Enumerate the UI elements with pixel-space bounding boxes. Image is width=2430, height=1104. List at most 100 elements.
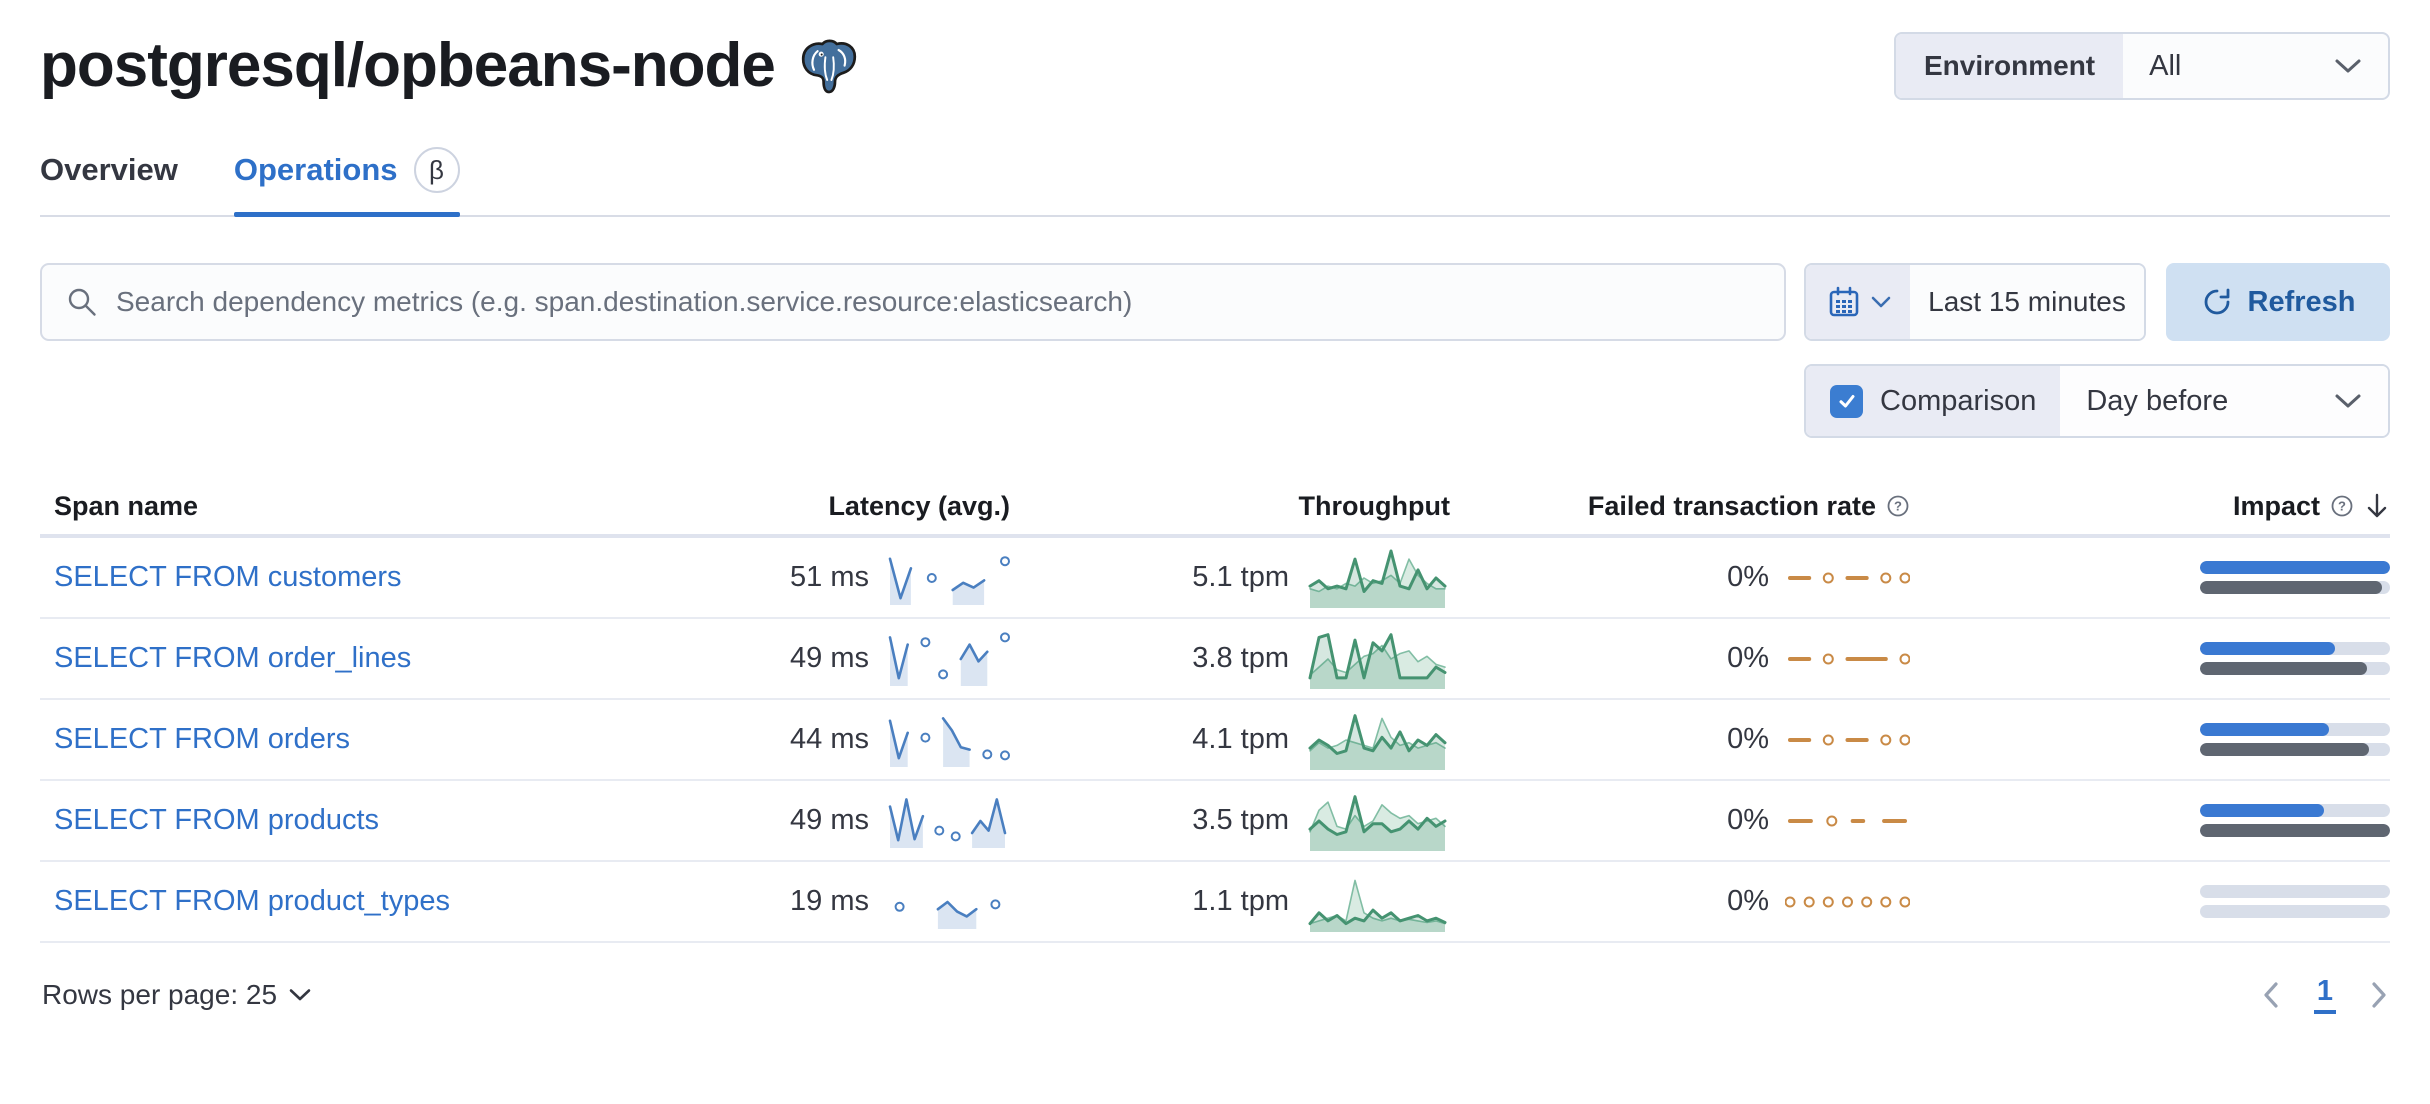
throughput-value: 3.5 tpm xyxy=(1192,804,1289,836)
table-header-row: Span name Latency (avg.) Throughput Fail… xyxy=(40,478,2390,538)
span-name-header-label: Span name xyxy=(54,490,199,521)
failed-rate-value: 0% xyxy=(1727,723,1769,755)
latency-value: 49 ms xyxy=(790,804,869,836)
throughput-sparkline xyxy=(1308,794,1447,851)
impact-cell xyxy=(1910,885,2390,918)
comparison-selected-option: Day before xyxy=(2086,384,2229,417)
table-row: SELECT FROM orders 44 ms 4.1 tpm 0% xyxy=(40,700,2390,781)
throughput-cell: 3.5 tpm xyxy=(1010,789,1450,853)
span-name-link[interactable]: SELECT FROM customers xyxy=(54,561,402,593)
page-number-1[interactable]: 1 xyxy=(2313,975,2336,1014)
table-row: SELECT FROM product_types 19 ms 1.1 tpm … xyxy=(40,862,2390,943)
failed-rate-cell: 0% xyxy=(1450,560,1910,596)
refresh-button-label: Refresh xyxy=(2247,285,2356,318)
comparison-checkbox[interactable] xyxy=(1830,384,1863,418)
throughput-value: 5.1 tpm xyxy=(1192,561,1289,593)
latency-value: 51 ms xyxy=(790,561,869,593)
failed-rate-cell: 0% xyxy=(1450,641,1910,677)
question-circle-icon: ? xyxy=(2331,495,2353,517)
impact-bar-current-track xyxy=(2200,885,2390,898)
chevron-right-icon xyxy=(2372,981,2386,1008)
span-name-link[interactable]: SELECT FROM order_lines xyxy=(54,642,412,674)
time-range-button[interactable]: Last 15 minutes xyxy=(1910,265,2144,339)
span-name-link[interactable]: SELECT FROM orders xyxy=(54,723,350,755)
impact-bars xyxy=(2200,723,2390,756)
failed-rate-sparkline xyxy=(1788,815,1907,826)
chevron-left-icon xyxy=(2264,981,2278,1008)
comparison-control: Comparison Day before xyxy=(1804,364,2390,438)
latency-value: 49 ms xyxy=(790,642,869,674)
column-header-span-name[interactable]: Span name xyxy=(40,491,690,522)
impact-bar-current-track xyxy=(2200,804,2390,817)
page-header: postgresql/opbeans-node Environment All xyxy=(40,30,2390,101)
failed-rate-cell: 0% xyxy=(1450,884,1910,920)
chevron-down-icon xyxy=(1871,296,1890,307)
refresh-button[interactable]: Refresh xyxy=(2166,263,2390,341)
column-header-latency[interactable]: Latency (avg.) xyxy=(690,491,1010,522)
question-circle-icon: ? xyxy=(1887,495,1909,517)
latency-cell: 49 ms xyxy=(690,630,1010,688)
throughput-value: 4.1 tpm xyxy=(1192,723,1289,755)
date-picker-quick-menu[interactable] xyxy=(1806,265,1910,339)
search-icon xyxy=(68,288,96,316)
latency-sparkline xyxy=(888,716,1010,767)
impact-header-label: Impact xyxy=(2232,490,2320,521)
span-name-link[interactable]: SELECT FROM product_types xyxy=(54,885,450,917)
comparison-toggle: Comparison xyxy=(1806,366,2061,436)
next-page-button[interactable] xyxy=(2370,981,2388,1009)
comparison-label: Comparison xyxy=(1880,384,2037,417)
environment-select[interactable]: Environment All xyxy=(1894,32,2390,100)
impact-bars xyxy=(2200,804,2390,837)
impact-bar-current-track xyxy=(2200,642,2390,655)
pagination: 1 xyxy=(2262,975,2388,1014)
impact-bar-current xyxy=(2200,804,2324,817)
environment-select-value[interactable]: All xyxy=(2123,34,2388,98)
throughput-value: 1.1 tpm xyxy=(1192,885,1289,917)
span-name-link[interactable]: SELECT FROM products xyxy=(54,804,380,836)
chevron-down-icon xyxy=(289,988,311,1000)
failed-rate-header-label: Failed transaction rate xyxy=(1587,490,1876,521)
sort-desc-arrow-icon xyxy=(2367,493,2387,518)
impact-bars xyxy=(2200,561,2390,594)
rows-per-page-button[interactable]: Rows per page: 25 xyxy=(42,979,311,1011)
latency-sparkline xyxy=(888,631,1010,686)
search-input[interactable] xyxy=(116,286,1760,318)
throughput-cell: 1.1 tpm xyxy=(1010,870,1450,934)
impact-bar-previous xyxy=(2200,581,2383,594)
comparison-select[interactable]: Day before xyxy=(2060,366,2388,436)
impact-bar-previous xyxy=(2200,824,2390,837)
latency-sparkline xyxy=(888,797,1007,848)
beta-badge: β xyxy=(413,147,460,193)
refresh-icon xyxy=(2204,288,2229,315)
tab-operations-label: Operations xyxy=(233,152,398,187)
column-header-failed-rate[interactable]: Failed transaction rate ? xyxy=(1450,491,1910,522)
comparison-row: Comparison Day before xyxy=(40,364,2390,438)
failed-rate-sparkline xyxy=(1788,653,1910,664)
svg-text:?: ? xyxy=(1894,499,1902,514)
impact-bar-current xyxy=(2200,561,2390,574)
failed-rate-sparkline xyxy=(1788,734,1910,745)
latency-header-label: Latency (avg.) xyxy=(828,490,1010,521)
title-wrap: postgresql/opbeans-node xyxy=(40,30,859,101)
tab-overview[interactable]: Overview xyxy=(40,147,178,215)
impact-cell xyxy=(1910,642,2390,675)
latency-cell: 19 ms xyxy=(690,873,1010,931)
throughput-sparkline xyxy=(1308,879,1447,932)
date-picker: Last 15 minutes xyxy=(1804,263,2146,341)
failed-rate-sparkline xyxy=(1785,896,1910,907)
table-footer: Rows per page: 25 1 xyxy=(40,975,2390,1014)
latency-sparkline xyxy=(888,555,1010,605)
tab-bar: Overview Operations β xyxy=(40,147,2390,217)
latency-value: 44 ms xyxy=(790,723,869,755)
throughput-cell: 3.8 tpm xyxy=(1010,627,1450,691)
environment-selected-option: All xyxy=(2149,49,2182,82)
failed-rate-value: 0% xyxy=(1727,804,1769,836)
table-row: SELECT FROM order_lines 49 ms 3.8 tpm 0% xyxy=(40,619,2390,700)
latency-value: 19 ms xyxy=(790,885,869,917)
tab-operations[interactable]: Operations β xyxy=(233,147,460,217)
calendar-icon xyxy=(1829,286,1858,317)
svg-text:?: ? xyxy=(2338,499,2346,514)
column-header-impact[interactable]: Impact ? xyxy=(1910,491,2390,522)
column-header-throughput[interactable]: Throughput xyxy=(1010,491,1450,522)
previous-page-button[interactable] xyxy=(2262,981,2280,1009)
